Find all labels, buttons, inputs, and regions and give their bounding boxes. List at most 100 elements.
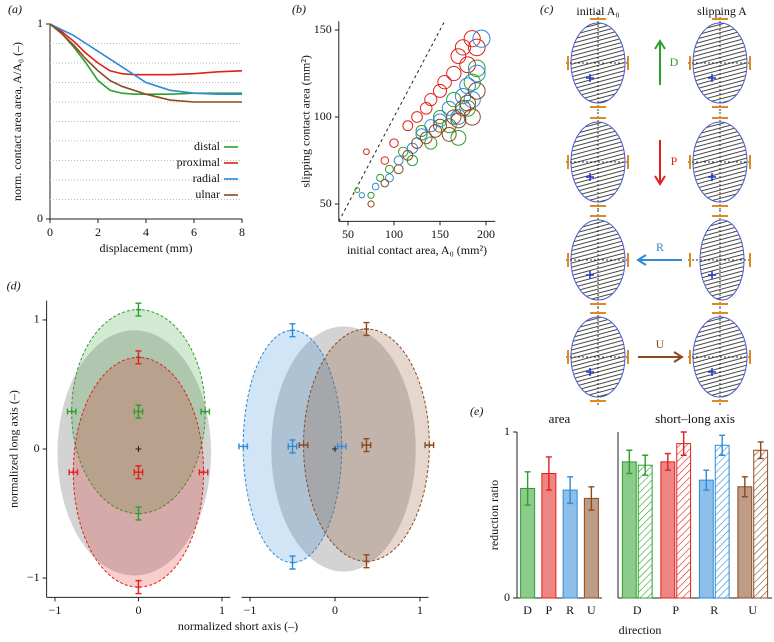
legend-label: distal [194,139,221,153]
x-tick-label: 0 [47,225,53,239]
column-label: initial A₀ [576,4,619,18]
center-cross [708,368,716,376]
point [433,118,447,133]
line [49,23,242,95]
point [446,109,462,125]
center-cross [586,173,594,181]
x-tick-label: U [748,603,757,617]
bar [753,449,769,599]
point [459,99,476,117]
point [380,156,390,165]
point [450,112,467,129]
direction-arrow [654,39,666,85]
point [402,149,414,161]
x-tick-label: P [672,603,679,617]
point [393,155,404,166]
y-axis-label: slipping contact area (mm²) [299,55,313,188]
point [433,83,447,98]
y-tick-label: 1 [37,16,43,30]
point [450,129,467,146]
y-axis-label: normalized long axis (–) [6,390,20,508]
x-tick-label: −1 [244,603,257,617]
center-mark [133,465,144,480]
error-bar [200,408,211,415]
point [380,178,390,188]
point [463,73,481,91]
direction-label: P [671,154,678,168]
direction-arrow [654,140,666,186]
error-bar [66,408,77,415]
x-tick-label: 1 [219,603,225,617]
line [49,23,242,103]
error-bar [68,469,79,476]
point [402,120,414,132]
panel-label: (a) [8,2,22,16]
bar [676,443,692,599]
error-bar [135,579,142,595]
bar [660,461,676,599]
x-tick-label: 8 [239,225,245,239]
x-tick-label: −1 [49,603,62,617]
panel-label: (e) [470,404,483,418]
x-tick-label: 200 [477,227,495,241]
x-tick-label: P [546,603,553,617]
column-label: slipping A [697,4,747,18]
y-tick-label: 50 [320,196,332,210]
y-tick-label: −1 [27,570,40,584]
point [446,65,462,82]
legend-label: ulnar [195,187,220,201]
error-bar [363,321,370,337]
x-axis-label: initial contact area, A₀ (mm²) [347,243,487,257]
panel-label: (d) [7,278,21,292]
point [459,56,476,74]
point [419,101,433,115]
x-tick-label: U [587,603,596,617]
center-mark [287,439,298,454]
x-tick-label: 0 [332,603,338,617]
point [446,91,462,108]
direction-label: D [670,55,679,69]
x-tick-label: 50 [342,227,354,241]
direction-arrow [638,351,684,363]
point [367,200,375,208]
point [371,182,380,191]
y-axis-label: reduction ratio [487,480,501,550]
point [393,164,404,175]
error-bar [336,443,347,450]
point [441,100,457,116]
center-cross [708,271,716,279]
point [411,111,423,123]
error-bar [298,442,309,449]
error-bar [289,323,296,338]
error-bar [588,486,595,511]
y-tick-label: 0 [504,590,510,604]
error-bar [664,452,671,471]
reference-ellipse [57,330,212,576]
point [411,137,423,149]
point [441,118,457,134]
point [467,59,486,78]
point [367,191,375,199]
bar [698,479,714,599]
direction-arrow [636,254,682,266]
point [424,93,438,107]
y-axis-label: norm. contact area area, A/A₀ (–) [10,42,24,201]
point [376,173,385,182]
point [389,138,399,148]
point [454,39,472,56]
point [419,131,433,145]
point [354,187,361,193]
x-tick-label: 2 [95,225,101,239]
y-tick-label: 100 [314,109,332,123]
bar [562,489,578,599]
error-bar [135,506,142,521]
error-bar [545,456,552,491]
error-bar [135,350,142,365]
chart-title: short–long axis [655,411,735,426]
point [428,124,443,138]
error-bar [424,442,435,449]
error-bar [757,441,764,460]
point [437,74,452,90]
direction-label: R [656,240,664,254]
error-bar [626,449,633,475]
